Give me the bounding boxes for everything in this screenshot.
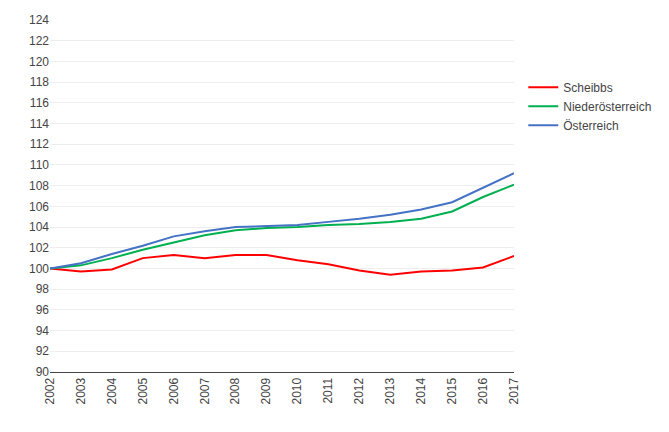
svg-text:2014: 2014 — [414, 377, 428, 404]
svg-text:Niederösterreich: Niederösterreich — [563, 100, 651, 114]
svg-text:98: 98 — [36, 282, 50, 296]
svg-text:2009: 2009 — [259, 377, 273, 404]
svg-text:2011: 2011 — [321, 377, 335, 403]
svg-text:2007: 2007 — [198, 377, 212, 404]
svg-text:124: 124 — [29, 13, 49, 27]
svg-text:2012: 2012 — [352, 377, 366, 404]
svg-text:2008: 2008 — [229, 377, 243, 404]
svg-text:2005: 2005 — [136, 377, 150, 404]
svg-text:120: 120 — [29, 55, 49, 69]
svg-text:2017: 2017 — [507, 377, 521, 404]
svg-text:94: 94 — [36, 324, 50, 338]
svg-text:122: 122 — [29, 34, 49, 48]
svg-text:116: 116 — [30, 96, 49, 110]
svg-text:90: 90 — [36, 365, 50, 379]
svg-text:102: 102 — [29, 241, 49, 255]
svg-text:118: 118 — [30, 75, 49, 89]
svg-text:Österreich: Österreich — [563, 119, 618, 133]
svg-text:2013: 2013 — [383, 377, 397, 404]
svg-text:106: 106 — [29, 200, 49, 214]
svg-text:96: 96 — [36, 303, 50, 317]
svg-text:112: 112 — [30, 137, 49, 151]
svg-text:104: 104 — [29, 220, 49, 234]
svg-text:2006: 2006 — [167, 377, 181, 404]
svg-text:110: 110 — [30, 158, 49, 172]
svg-text:100: 100 — [29, 262, 49, 276]
svg-text:108: 108 — [29, 179, 49, 193]
svg-text:92: 92 — [36, 344, 50, 358]
svg-text:114: 114 — [30, 117, 49, 131]
svg-text:2015: 2015 — [445, 377, 459, 404]
svg-text:Scheibbs: Scheibbs — [563, 81, 612, 95]
svg-text:2010: 2010 — [290, 377, 304, 404]
svg-text:2003: 2003 — [74, 377, 88, 404]
svg-text:2016: 2016 — [476, 377, 490, 404]
svg-text:2002: 2002 — [43, 377, 57, 404]
svg-text:2004: 2004 — [105, 377, 119, 404]
